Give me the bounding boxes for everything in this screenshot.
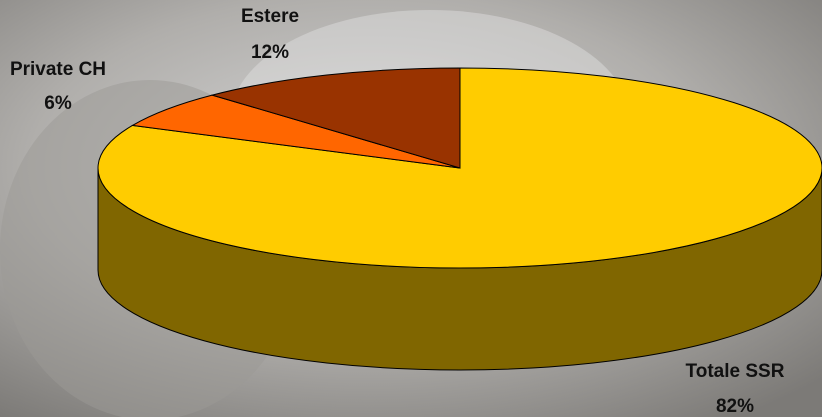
slice-label: Estere [241, 6, 299, 27]
labels: Totale SSR 82% Private CH 6% Estere 12% [10, 6, 785, 417]
slice-label: Private CH [10, 59, 106, 80]
slice-value-label: 12% [251, 42, 289, 63]
pie-slice [210, 67, 461, 169]
slice-label: Totale SSR [686, 361, 785, 382]
pie [97, 67, 822, 371]
slice-value-label: 82% [716, 396, 754, 417]
slice-value-label: 6% [44, 93, 72, 114]
pie-slice [130, 94, 461, 169]
